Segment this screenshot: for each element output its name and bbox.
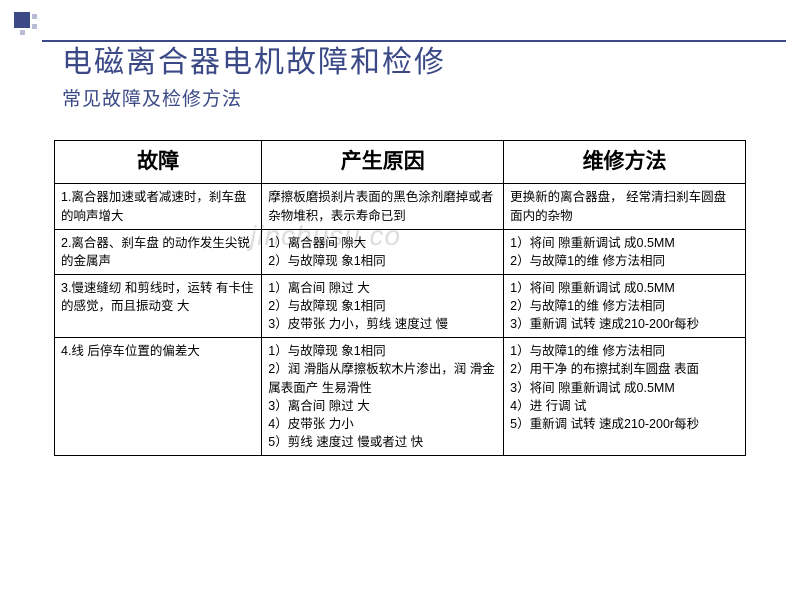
page-title: 电磁离合器电机故障和检修: [62, 44, 446, 82]
col-header-cause: 产生原因: [262, 141, 504, 184]
page-subtitle: 常见故障及检修方法: [62, 84, 446, 111]
cell-cause: 1）离合间 隙过 大2）与故障现 象1相同3）皮带张 力小，剪线 速度过 慢: [262, 274, 504, 337]
cell-fix: 1）与故障1的维 修方法相同2）用干净 的布擦拭刹车圆盘 表面3）将间 隙重新调…: [504, 338, 746, 456]
top-divider: [42, 40, 786, 42]
fault-table-wrap: 故障 产生原因 维修方法 1.离合器加速或者减速时，刹车盘 的响声增大 摩擦板磨…: [54, 140, 746, 456]
cell-fix: 更换新的离合器盘， 经常清扫刹车圆盘 面内的杂物: [504, 184, 746, 229]
cell-cause: 1）离合器间 隙大2）与故障现 象1相同: [262, 229, 504, 274]
corner-square-small: [20, 30, 25, 35]
corner-decoration: [14, 12, 38, 32]
corner-square-small: [32, 24, 37, 29]
cell-cause: 摩擦板磨损刹片表面的黑色涂剂磨掉或者杂物堆积，表示寿命已到: [262, 184, 504, 229]
col-header-fix: 维修方法: [504, 141, 746, 184]
cell-fault: 3.慢速缝纫 和剪线时，运转 有卡住的感觉，而且振动变 大: [55, 274, 262, 337]
cell-fix: 1）将间 隙重新调试 成0.5MM2）与故障1的维 修方法相同: [504, 229, 746, 274]
title-block: 电磁离合器电机故障和检修 常见故障及检修方法: [62, 44, 446, 111]
fault-table: 故障 产生原因 维修方法 1.离合器加速或者减速时，刹车盘 的响声增大 摩擦板磨…: [54, 140, 746, 456]
col-header-fault: 故障: [55, 141, 262, 184]
cell-cause: 1）与故障现 象1相同2）润 滑脂从摩擦板软木片渗出，润 滑金属表面产 生易滑性…: [262, 338, 504, 456]
cell-fix: 1）将间 隙重新调试 成0.5MM2）与故障1的维 修方法相同3）重新调 试转 …: [504, 274, 746, 337]
table-header-row: 故障 产生原因 维修方法: [55, 141, 746, 184]
corner-square-large: [14, 12, 30, 28]
table-row: 4.线 后停车位置的偏差大 1）与故障现 象1相同2）润 滑脂从摩擦板软木片渗出…: [55, 338, 746, 456]
table-row: 1.离合器加速或者减速时，刹车盘 的响声增大 摩擦板磨损刹片表面的黑色涂剂磨掉或…: [55, 184, 746, 229]
cell-fault: 2.离合器、刹车盘 的动作发生尖锐的金属声: [55, 229, 262, 274]
table-row: 3.慢速缝纫 和剪线时，运转 有卡住的感觉，而且振动变 大 1）离合间 隙过 大…: [55, 274, 746, 337]
table-row: 2.离合器、刹车盘 的动作发生尖锐的金属声 1）离合器间 隙大2）与故障现 象1…: [55, 229, 746, 274]
cell-fault: 4.线 后停车位置的偏差大: [55, 338, 262, 456]
corner-square-small: [32, 14, 37, 19]
cell-fault: 1.离合器加速或者减速时，刹车盘 的响声增大: [55, 184, 262, 229]
